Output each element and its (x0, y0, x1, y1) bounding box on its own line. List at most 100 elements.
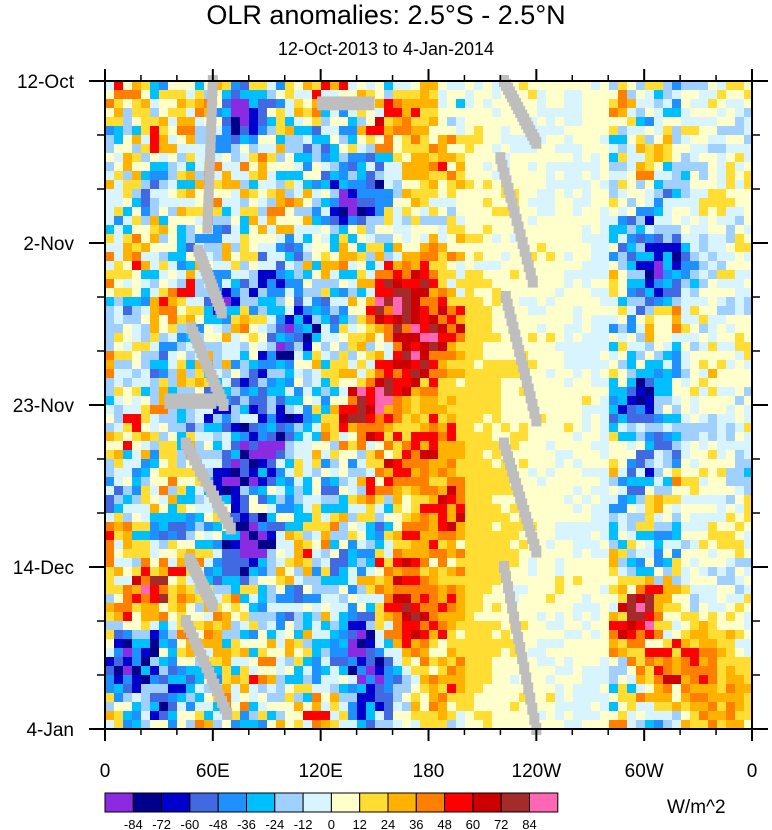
heatmap-cell (294, 639, 303, 648)
heatmap-cell (195, 540, 204, 549)
heatmap-cell (384, 594, 393, 603)
heatmap-cell (726, 459, 735, 468)
heatmap-cell (303, 306, 312, 315)
heatmap-cell (672, 504, 681, 513)
heatmap-cell (195, 477, 204, 486)
heatmap-cell (663, 540, 672, 549)
heatmap-cell (330, 225, 339, 234)
heatmap-cell (672, 297, 681, 306)
heatmap-cell (168, 648, 177, 657)
heatmap-cell (411, 603, 420, 612)
heatmap-cell (168, 171, 177, 180)
heatmap-cell (735, 630, 744, 639)
heatmap-cell (744, 180, 752, 189)
heatmap-cell (321, 162, 330, 171)
heatmap-cell (618, 459, 627, 468)
heatmap-cell (114, 378, 123, 387)
heatmap-cell (636, 486, 645, 495)
heatmap-cell (717, 288, 726, 297)
heatmap-cell (249, 81, 258, 90)
heatmap-cell (474, 225, 483, 234)
heatmap-cell (276, 369, 285, 378)
heatmap-cell (438, 675, 447, 684)
heatmap-cell (168, 90, 177, 99)
heatmap-cell (186, 270, 195, 279)
heatmap-cell (654, 450, 663, 459)
heatmap-cell (609, 360, 618, 369)
heatmap-cell (573, 513, 582, 522)
heatmap-cell (519, 189, 528, 198)
heatmap-cell (438, 639, 447, 648)
heatmap-cell (249, 324, 258, 333)
heatmap-cell (528, 243, 537, 252)
heatmap-cell (303, 513, 312, 522)
heatmap-cell (123, 198, 132, 207)
heatmap-cell (573, 162, 582, 171)
heatmap-cell (429, 459, 438, 468)
heatmap-cell (429, 126, 438, 135)
heatmap-cell (168, 306, 177, 315)
heatmap-cell (186, 594, 195, 603)
heatmap-cell (186, 360, 195, 369)
heatmap-cell (699, 234, 708, 243)
heatmap-cell (501, 522, 510, 531)
heatmap-cell (627, 675, 636, 684)
heatmap-cell (546, 90, 555, 99)
heatmap-cell (591, 387, 600, 396)
heatmap-cell (510, 657, 519, 666)
heatmap-cell (627, 486, 636, 495)
heatmap-cell (609, 639, 618, 648)
heatmap-cell (726, 549, 735, 558)
heatmap-cell (681, 180, 690, 189)
heatmap-cell (357, 486, 366, 495)
heatmap-cell (600, 369, 609, 378)
heatmap-cell (141, 360, 150, 369)
heatmap-cell (564, 675, 573, 684)
heatmap-cell (672, 126, 681, 135)
heatmap-cell (249, 549, 258, 558)
heatmap-cell (330, 342, 339, 351)
heatmap-cell (114, 594, 123, 603)
heatmap-cell (357, 666, 366, 675)
heatmap-cell (132, 549, 141, 558)
heatmap-cell (465, 558, 474, 567)
heatmap-cell (438, 576, 447, 585)
heatmap-cell (645, 432, 654, 441)
heatmap-cell (231, 567, 240, 576)
heatmap-cell (375, 270, 384, 279)
heatmap-cell (537, 558, 546, 567)
heatmap-cell (249, 495, 258, 504)
heatmap-cell (330, 693, 339, 702)
heatmap-cell (600, 549, 609, 558)
heatmap-cell (573, 666, 582, 675)
heatmap-cell (699, 639, 708, 648)
heatmap-cell (438, 135, 447, 144)
heatmap-cell (708, 306, 717, 315)
heatmap-cell (105, 603, 114, 612)
heatmap-cell (600, 486, 609, 495)
heatmap-cell (411, 297, 420, 306)
heatmap-cell (222, 108, 231, 117)
heatmap-cell (501, 540, 510, 549)
heatmap-cell (573, 207, 582, 216)
heatmap-cell (249, 486, 258, 495)
heatmap-cell (132, 612, 141, 621)
heatmap-cell (429, 297, 438, 306)
heatmap-cell (726, 468, 735, 477)
heatmap-cell (195, 153, 204, 162)
heatmap-cell (321, 81, 330, 90)
heatmap-cell (159, 216, 168, 225)
heatmap-cell (582, 81, 591, 90)
heatmap-cell (294, 675, 303, 684)
heatmap-cell (474, 441, 483, 450)
heatmap-cell (483, 531, 492, 540)
heatmap-cell (213, 549, 222, 558)
heatmap-cell (627, 189, 636, 198)
heatmap-cell (105, 144, 114, 153)
heatmap-cell (636, 567, 645, 576)
heatmap-cell (438, 648, 447, 657)
heatmap-cell (447, 315, 456, 324)
heatmap-cell (654, 486, 663, 495)
heatmap-cell (168, 414, 177, 423)
heatmap-cell (654, 288, 663, 297)
